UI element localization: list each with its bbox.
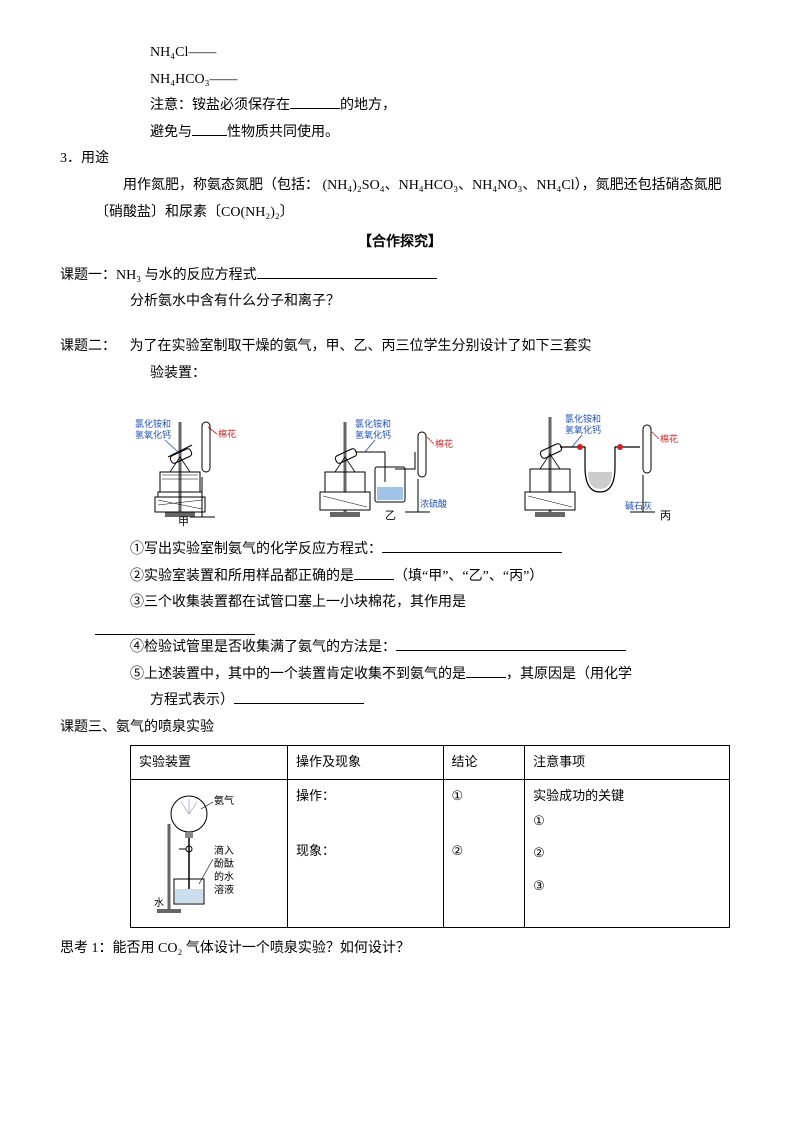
th-operation: 操作及现象 — [288, 746, 444, 780]
blank-storage[interactable] — [290, 108, 340, 109]
label-reagent-a: 氯化铵和 — [135, 418, 171, 429]
apparatus-b: 氯化铵和 氢氧化钙 棉花 浓硫酸 乙 — [300, 397, 470, 527]
q3: ③三个收集装置都在试管口塞上一小块棉花，其作用是 — [60, 590, 740, 617]
q5c: 方程式表示） — [60, 688, 740, 715]
topic2: 课题二： 为了在实验室制取干燥的氨气，甲、乙、丙三位学生分别设计了如下三套实 — [60, 334, 740, 361]
formula-nh4cl: NH₄Cl—— — [60, 40, 740, 67]
label-drop3: 的水 — [214, 870, 234, 883]
topic1: 课题一：NH₃ 与水的反应方程式 — [60, 263, 740, 290]
conc-1: ① — [452, 784, 517, 809]
conc-2: ② — [452, 839, 517, 864]
q4-text: ④检验试管里是否收集满了氨气的方法是： — [130, 640, 396, 655]
op-label: 操作： — [296, 784, 435, 809]
note-line1: 注意：铵盐必须保存在 的地方， — [60, 93, 740, 120]
q2-text2: （填“甲”、“乙”、“丙”） — [394, 569, 543, 584]
note-line2: 避免与 性物质共同使用。 — [60, 120, 740, 147]
topic2-text: 为了在实验室制取干燥的氨气，甲、乙、丙三位学生分别设计了如下三套实 — [130, 339, 592, 354]
label-cotton-a: 棉花 — [218, 428, 236, 439]
q2: ②实验室装置和所用样品都正确的是 （填“甲”、“乙”、“丙”） — [60, 564, 740, 591]
section3-num: 3．用途 — [60, 146, 740, 173]
label-cotton-c: 棉花 — [660, 433, 678, 444]
cell-notes: 实验成功的关键 ① ② ③ — [525, 779, 730, 927]
blank-q1[interactable] — [382, 552, 562, 553]
blank-avoid[interactable] — [192, 135, 227, 136]
th-notes: 注意事项 — [525, 746, 730, 780]
q4: ④检验试管里是否收集满了氨气的方法是： — [60, 635, 740, 662]
apparatus-b-svg: 氯化铵和 氢氧化钙 棉花 浓硫酸 乙 — [300, 397, 470, 527]
topic1-title: 课题一：NH₃ 与水的反应方程式 — [60, 268, 257, 283]
apparatus-a: 氯化铵和 氢氧化钙 棉花 甲 — [110, 397, 260, 527]
blank-eq[interactable] — [257, 278, 437, 279]
apparatus-c-svg: 氯化铵和 氢氧化钙 棉花 碱石灰 丙 — [510, 397, 690, 527]
q1: ①写出实验室制氨气的化学反应方程式： — [60, 537, 740, 564]
blank-q2[interactable] — [354, 579, 394, 580]
think1: 思考 1：能否用 CO₂ 气体设计一个喷泉实验？如何设计？ — [60, 936, 740, 963]
label-drop2: 酚酞 — [214, 857, 234, 870]
blank-q4[interactable] — [396, 650, 626, 651]
label-water: 水 — [154, 897, 164, 909]
apparatus-a-svg: 氯化铵和 氢氧化钙 棉花 甲 — [110, 397, 260, 527]
th-apparatus: 实验装置 — [131, 746, 288, 780]
apparatus-c: 氯化铵和 氢氧化钙 棉花 碱石灰 丙 — [510, 397, 690, 527]
blank-q5[interactable] — [466, 677, 506, 678]
table-row: 氨气 水 滴入 酚酞 的水 溶液 — [131, 779, 730, 927]
fountain-svg: 氨气 水 滴入 酚酞 的水 溶液 — [139, 784, 279, 914]
q5c-text: 方程式表示） — [150, 693, 234, 708]
label-nh3: 氨气 — [214, 794, 234, 807]
ph-label: 现象： — [296, 839, 435, 864]
topic3-title: 课题三、氨气的喷泉实验 — [60, 715, 740, 742]
blank-q5c[interactable] — [234, 703, 364, 704]
label-drop1: 滴入 — [214, 844, 234, 857]
q5: ⑤上述装置中，其中的一个装置肯定收集不到氨气的是 ，其原因是（用化学 — [60, 662, 740, 689]
section3-body: 用作氮肥，称氨态氮肥（包括： (NH₄)₂SO₄、NH₄HCO₃、NH₄NO₃、… — [60, 173, 740, 226]
topic1-sub: 分析氨水中含有什么分子和离子？ — [60, 289, 740, 316]
blank-q3[interactable] — [95, 617, 255, 635]
notes-title: 实验成功的关键 — [533, 784, 721, 809]
q5-text2: ，其原因是（用化学 — [506, 667, 632, 682]
note2-prefix: 避免与 — [150, 125, 192, 140]
label-reagent-b2: 氢氧化钙 — [355, 429, 391, 440]
note-prefix: 注意：铵盐必须保存在 — [150, 98, 290, 113]
label-drop4: 溶液 — [214, 883, 234, 896]
cell-conclusion: ① ② — [443, 779, 525, 927]
label-reagent-c: 氯化铵和 — [565, 413, 601, 424]
notes-2: ② — [533, 841, 721, 866]
q5-text: ⑤上述装置中，其中的一个装置肯定收集不到氨气的是 — [130, 667, 466, 682]
formula-nh4hco3: NH₄HCO₃—— — [60, 67, 740, 94]
topic2-num: 课题二： — [60, 339, 116, 354]
table-header-row: 实验装置 操作及现象 结论 注意事项 — [131, 746, 730, 780]
q1-text: ①写出实验室制氨气的化学反应方程式： — [130, 542, 382, 557]
notes-1: ① — [533, 809, 721, 834]
note2-suffix: 性物质共同使用。 — [227, 125, 339, 140]
q2-text: ②实验室装置和所用样品都正确的是 — [130, 569, 354, 584]
notes-3: ③ — [533, 874, 721, 899]
coop-header: 【合作探究】 — [60, 230, 740, 257]
label-reagent-c2: 氢氧化钙 — [565, 424, 601, 435]
apparatus-row: 氯化铵和 氢氧化钙 棉花 甲 氯化铵和 氢氧化钙 棉花 — [60, 387, 740, 537]
label-a: 甲 — [178, 516, 189, 527]
label-cotton-b: 棉花 — [435, 438, 453, 449]
cell-apparatus: 氨气 水 滴入 酚酞 的水 溶液 — [131, 779, 288, 927]
label-reagent-a2: 氢氧化钙 — [135, 429, 171, 440]
label-reagent-b: 氯化铵和 — [355, 418, 391, 429]
label-b: 乙 — [385, 509, 396, 522]
label-lime: 碱石灰 — [625, 500, 652, 511]
cell-operation: 操作： 现象： — [288, 779, 444, 927]
note-suffix: 的地方， — [340, 98, 396, 113]
experiment-table: 实验装置 操作及现象 结论 注意事项 氨气 水 滴入 — [130, 745, 730, 927]
topic2-text2: 验装置： — [60, 361, 740, 388]
th-conclusion: 结论 — [443, 746, 525, 780]
label-h2so4: 浓硫酸 — [420, 498, 447, 509]
label-c: 丙 — [660, 510, 671, 522]
